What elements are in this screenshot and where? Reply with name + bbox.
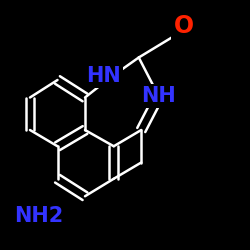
- Text: HN: HN: [86, 66, 121, 86]
- Text: NH: NH: [142, 86, 176, 106]
- Text: NH2: NH2: [14, 206, 64, 226]
- Text: O: O: [174, 14, 194, 38]
